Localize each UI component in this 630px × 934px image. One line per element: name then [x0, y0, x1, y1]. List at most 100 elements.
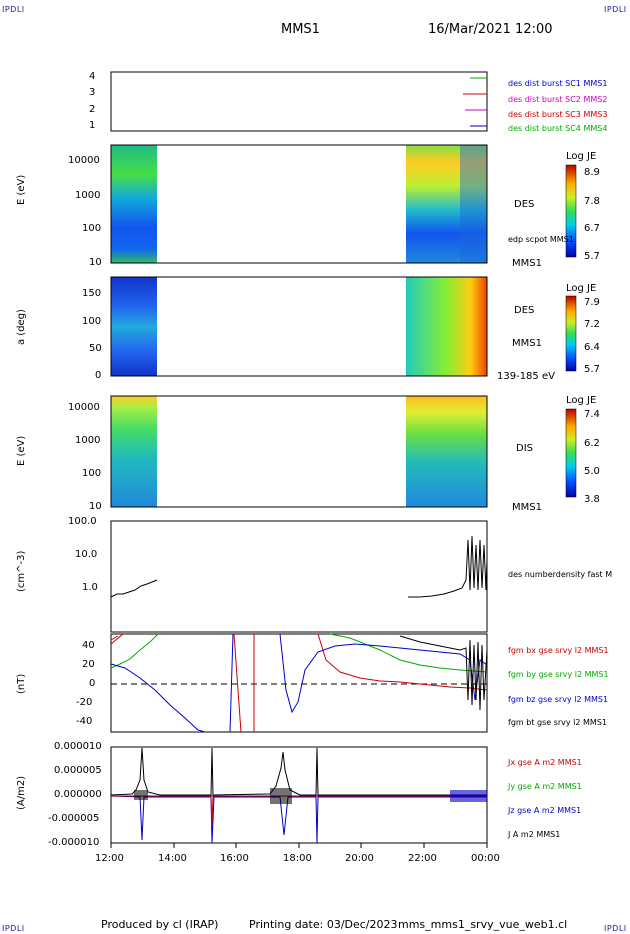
- cb2-tick-2: 6.4: [584, 342, 600, 353]
- des-pitch-angle-left: [111, 277, 157, 376]
- x-tick-2000: 20:00: [345, 853, 374, 864]
- corner-label-bottom-right: IPDLI: [604, 924, 627, 933]
- density-line-right: [408, 535, 488, 598]
- pa-ytick-100: 100: [82, 316, 102, 327]
- colorbar-dis-energy: [565, 408, 577, 498]
- panel-des-pitch-frame: [110, 276, 488, 377]
- dis-e-ytick-100: 100: [82, 468, 102, 479]
- bz-legend: fgm bz gse srvy l2 MMS1: [508, 695, 609, 704]
- sc2-legend: des dist burst SC2 MMS2: [508, 95, 608, 104]
- dis-e-ytick-10: 10: [89, 501, 102, 512]
- cb2-tick-1: 7.2: [584, 319, 600, 330]
- cb2-tick-3: 5.7: [584, 364, 600, 375]
- j-ytick-m10: -0.000010: [48, 837, 100, 848]
- panel-bfield-frame: [110, 633, 488, 733]
- n-ytick-100: 100.0: [68, 516, 97, 527]
- by-legend: fgm by gse srvy l2 MMS1: [508, 670, 609, 679]
- x-tick-0000: 00:00: [471, 853, 500, 864]
- bx-legend: fgm bx gse srvy l2 MMS1: [508, 646, 609, 655]
- dis-energy-ylabel: E (eV): [16, 435, 27, 466]
- sc4-legend: des dist burst SC4 MMS4: [508, 124, 608, 133]
- panel-des-energy-frame: [110, 144, 488, 264]
- current-ylabel: (A/m2): [16, 775, 27, 810]
- bx-trace: [110, 633, 488, 733]
- x-axis-ticks: [110, 843, 488, 848]
- b-ytick-m20: -20: [76, 697, 93, 708]
- edp-scpot-label: edp scpot MMS1: [508, 235, 574, 244]
- jx-trace: [111, 795, 487, 827]
- pitch-des-label: DES: [514, 305, 535, 316]
- n-ytick-10: 10.0: [75, 549, 98, 560]
- des-e-ytick-1000: 1000: [75, 190, 101, 201]
- density-line-left: [110, 579, 158, 598]
- colorbar-des-energy: [565, 164, 577, 258]
- des-energy-label: DES: [514, 199, 535, 210]
- sc3-legend: des dist burst SC3 MMS3: [508, 110, 608, 119]
- j-burst-fill-2: [134, 790, 148, 800]
- sc-ytick-2: 2: [89, 104, 96, 115]
- des-energy-ylabel: E (eV): [16, 174, 27, 205]
- x-tick-2200: 22:00: [408, 853, 437, 864]
- dis-label: DIS: [516, 443, 533, 454]
- pa-ytick-50: 50: [89, 343, 102, 354]
- pitch-energy-range: 139-185 eV: [497, 371, 555, 382]
- cb3-title: Log JE: [566, 395, 597, 406]
- des-energy-mms1: MMS1: [512, 258, 542, 269]
- dis-energy-spectrogram-right: [406, 396, 487, 507]
- panel-dis-energy-frame: [110, 395, 488, 508]
- spacecraft-title: MMS1: [281, 22, 320, 37]
- cb2-tick-0: 7.9: [584, 297, 600, 308]
- pa-ytick-0: 0: [95, 370, 102, 381]
- jx-legend: Jx gse A m2 MMS1: [508, 758, 582, 767]
- j-ytick-5: 0.000005: [54, 765, 102, 776]
- dis-mms1: MMS1: [512, 502, 542, 513]
- panel-density-frame: [110, 520, 488, 633]
- j-ytick-0: 0.000000: [54, 789, 102, 800]
- j-ytick-m5: -0.000005: [48, 813, 100, 824]
- jz-trace: [110, 795, 487, 844]
- by-trace: [110, 633, 488, 673]
- density-ylabel: (cm^-3): [16, 550, 27, 592]
- j-trace: [110, 747, 487, 796]
- cb1-tick-2: 6.7: [584, 223, 600, 234]
- des-pitch-angle-right: [406, 277, 487, 376]
- b-ytick-40: 40: [82, 640, 95, 651]
- b-ytick-m40: -40: [76, 716, 93, 727]
- cb1-tick-0: 8.9: [584, 167, 600, 178]
- des-e-ytick-10000: 10000: [68, 155, 100, 166]
- j-burst-fill: [270, 788, 292, 804]
- footer-printing-date: Printing date: 03/Dec/2023: [249, 918, 398, 931]
- des-e-ytick-100: 100: [82, 223, 102, 234]
- x-tick-1400: 14:00: [158, 853, 187, 864]
- j-legend: J A m2 MMS1: [508, 830, 561, 839]
- footer-producer: Produced by cl (IRAP): [101, 918, 219, 931]
- bt-legend: fgm bt gse srvy l2 MMS1: [508, 718, 607, 727]
- colorbar-des-pitch: [565, 295, 577, 372]
- pa-ytick-150: 150: [82, 288, 102, 299]
- corner-label-top-right: IPDLI: [604, 5, 627, 14]
- n-ytick-1: 1.0: [82, 582, 98, 593]
- x-tick-1600: 16:00: [220, 853, 249, 864]
- bz-trace: [110, 633, 488, 733]
- cb3-tick-2: 5.0: [584, 466, 600, 477]
- sc-ytick-1: 1: [89, 120, 96, 131]
- sc-ytick-3: 3: [89, 87, 96, 98]
- panel-sc-frame: [110, 71, 488, 132]
- cb3-tick-1: 6.2: [584, 438, 600, 449]
- des-energy-spectrogram-right: [406, 145, 487, 263]
- cb3-tick-3: 3.8: [584, 494, 600, 505]
- cb3-tick-0: 7.4: [584, 409, 600, 420]
- jy-legend: Jy gse A m2 MMS1: [508, 782, 582, 791]
- dis-e-ytick-10000: 10000: [68, 402, 100, 413]
- cb1-tick-1: 7.8: [584, 196, 600, 207]
- corner-label-bottom-left: IPDLI: [2, 924, 25, 933]
- footer-filename: mms_mms1_srvy_vue_web1.cl: [398, 918, 568, 931]
- cb1-tick-3: 5.7: [584, 251, 600, 262]
- des-energy-spectrogram-spikes: [460, 145, 487, 263]
- x-tick-1200: 12:00: [95, 853, 124, 864]
- x-tick-1800: 18:00: [283, 853, 312, 864]
- bfield-ylabel: (nT): [16, 673, 27, 694]
- j-ytick-10: 0.000010: [54, 741, 102, 752]
- cb2-title: Log JE: [566, 283, 597, 294]
